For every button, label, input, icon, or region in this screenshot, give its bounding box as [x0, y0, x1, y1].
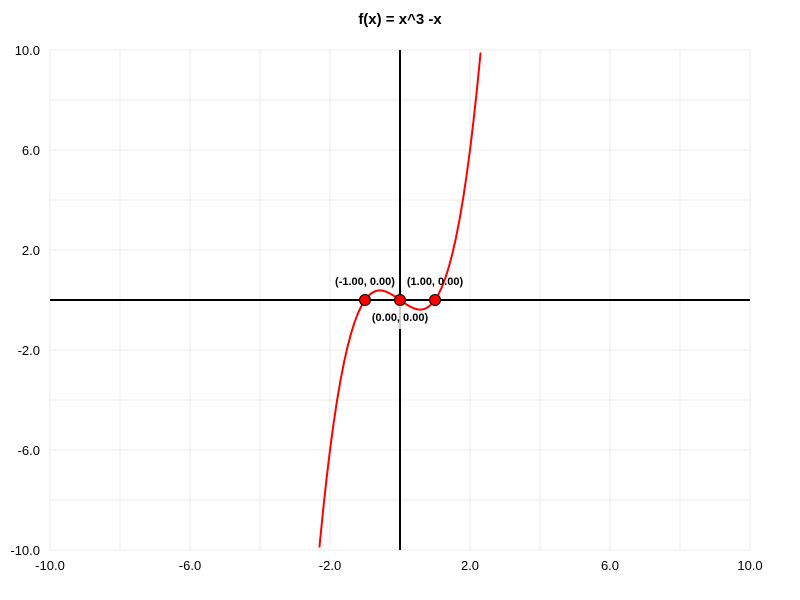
- root-point-marker: [429, 294, 441, 306]
- y-tick-label: 10.0: [15, 43, 40, 58]
- label-backdrop: [398, 305, 402, 329]
- root-point-label: (0.00, 0.00): [372, 312, 429, 324]
- x-tick-label: -2.0: [319, 558, 341, 573]
- y-tick-label: 2.0: [22, 243, 40, 258]
- root-point-marker: [359, 294, 371, 306]
- root-point-label: (-1.00, 0.00): [335, 276, 395, 288]
- x-tick-label: 2.0: [461, 558, 479, 573]
- x-tick-label: 6.0: [601, 558, 619, 573]
- root-points: (-1.00, 0.00) (0.00, 0.00) (1.00, 0.00): [335, 276, 463, 329]
- y-tick-label: -10.0: [10, 543, 40, 558]
- x-tick-label: 10.0: [737, 558, 762, 573]
- root-point-label: (1.00, 0.00): [407, 276, 464, 288]
- y-tick-label: 6.0: [22, 143, 40, 158]
- x-tick-label: -6.0: [179, 558, 201, 573]
- root-point-marker: [394, 294, 406, 306]
- chart-title: f(x) = x^3 -x: [358, 11, 442, 28]
- tick-labels: -10.0 -6.0 -2.0 2.0 6.0 10.0 10.0 6.0 2.0 -2.0 -6.…: [10, 43, 762, 573]
- x-tick-label: -10.0: [35, 558, 65, 573]
- y-tick-label: -6.0: [18, 443, 40, 458]
- y-tick-label: -2.0: [18, 343, 40, 358]
